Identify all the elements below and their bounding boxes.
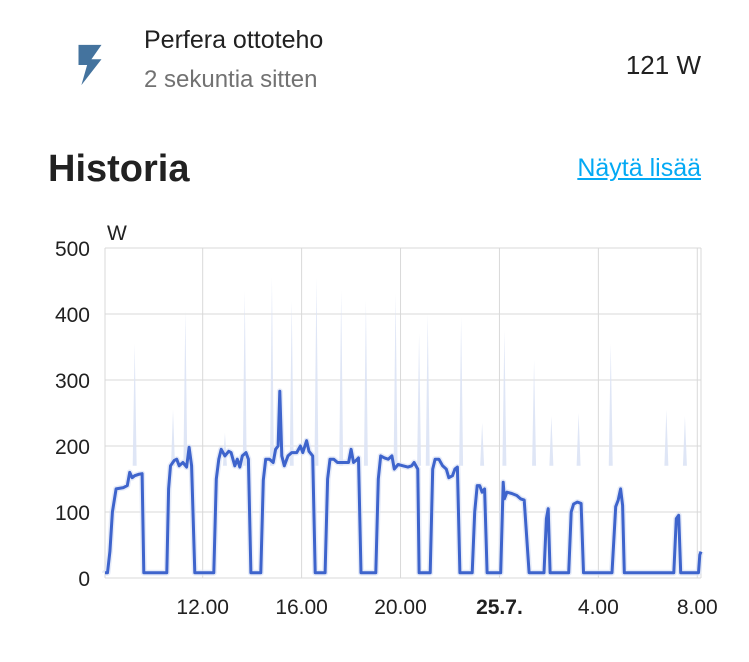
x-tick-label: 4.00 — [578, 596, 619, 619]
max-spike — [183, 310, 188, 466]
x-tick-label: 16.00 — [275, 596, 328, 619]
max-spike — [417, 333, 422, 466]
history-chart[interactable]: 0 100 200 300 400 500 W 12.00 16.00 20.00 25.7. 4.0… — [0, 210, 749, 662]
series-line — [105, 389, 703, 575]
max-spike — [576, 413, 581, 466]
max-spike — [363, 300, 368, 466]
y-tick-label: 100 — [55, 502, 90, 525]
entity-state: 121 W — [625, 50, 701, 80]
max-spike — [532, 360, 537, 466]
max-spike — [459, 317, 464, 466]
x-tick-label: 8.00 — [677, 596, 718, 619]
max-spike — [664, 409, 669, 466]
last-changed: 2 sekuntia sitten — [144, 66, 318, 93]
max-spike — [393, 294, 398, 466]
y-tick-label: 0 — [78, 568, 90, 591]
entity-name: Perfera ottoteho — [144, 26, 324, 54]
y-axis-unit: W — [107, 222, 127, 245]
max-spike — [242, 290, 247, 466]
y-tick-label: 400 — [55, 304, 90, 327]
y-tick-label: 200 — [55, 436, 90, 459]
max-spike — [289, 300, 294, 466]
history-title: Historia — [48, 148, 190, 190]
max-spike — [502, 330, 507, 466]
flash-icon — [78, 44, 102, 86]
max-spike — [425, 314, 430, 466]
max-spike — [339, 290, 344, 466]
x-tick-label: 20.00 — [374, 596, 427, 619]
entity-row[interactable]: Perfera ottoteho 2 sekuntia sitten 121 W — [0, 0, 749, 120]
max-spike — [171, 409, 175, 466]
max-spike — [314, 277, 319, 466]
y-tick-label: 500 — [55, 238, 90, 261]
show-more-link[interactable]: Näytä lisää — [577, 154, 701, 182]
max-spike — [132, 343, 137, 466]
x-tick-label: 25.7. — [476, 596, 523, 619]
max-spike — [549, 416, 554, 466]
x-tick-label: 12.00 — [176, 596, 229, 619]
max-spike — [608, 343, 613, 466]
max-spike — [682, 416, 687, 466]
max-spike — [480, 422, 485, 466]
y-tick-label: 300 — [55, 370, 90, 393]
max-spike — [269, 277, 274, 466]
